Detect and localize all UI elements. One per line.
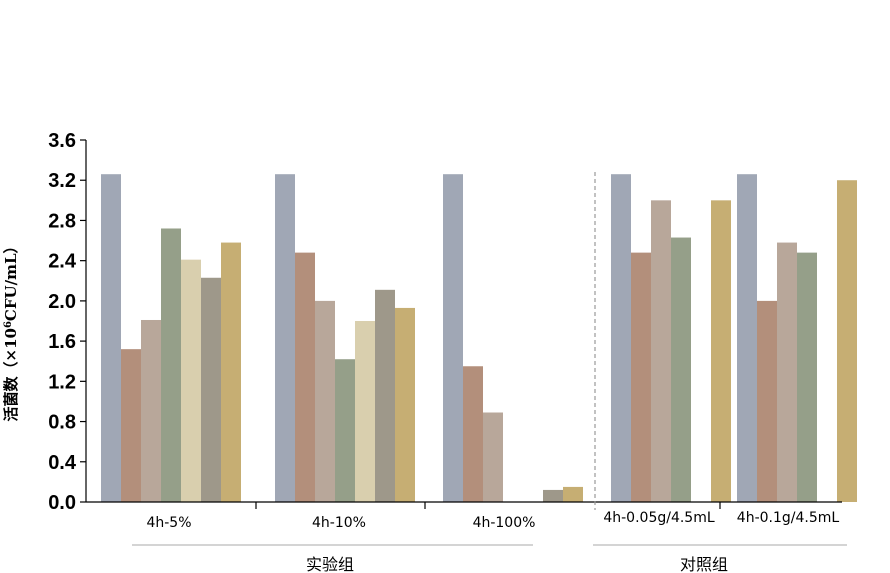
bar [121,349,141,502]
bar [711,200,731,503]
bar [777,242,797,503]
bar [797,252,817,502]
y-tick-label: 3.6 [48,130,76,152]
x-axis: 4h-5% 4h-10% 4h-100% 4h-0.05g/4.5mL 4h-0.1g/… [86,172,842,531]
bar [141,319,161,502]
bar [355,321,375,502]
bar [483,412,503,502]
y-axis-label: 活菌数（×106CFU/mL） [2,239,20,422]
y-tick-label: 1.6 [48,331,76,353]
bar [611,174,631,502]
x-category-label: 4h-5% [146,515,191,531]
bar [101,174,121,502]
bar [631,252,651,502]
bar [463,366,483,502]
bar [315,300,335,502]
bars [101,174,857,503]
y-tick-label: 2.4 [48,251,77,273]
bar [563,486,583,502]
y-tick-label: 1.2 [48,371,76,393]
bar [651,200,671,503]
bar [161,228,181,502]
bar [757,300,777,502]
group-label: 对照组 [680,555,728,573]
bar [275,174,295,502]
x-category-label: 4h-0.05g/4.5mL [603,510,715,526]
bar [335,359,355,502]
y-tick-label: 2.8 [48,210,76,232]
bar [201,277,221,502]
bar [181,259,201,502]
y-tick-label: 2.0 [48,291,76,313]
y-tick-label: 3.2 [48,170,76,192]
group-label: 实验组 [306,555,354,573]
bar [395,307,415,502]
bar [375,289,395,502]
bar [737,174,757,502]
x-category-label: 4h-10% [312,515,366,531]
category-groups: 实验组 对照组 [132,544,847,573]
bar [837,180,857,502]
y-tick-label: 0.8 [48,412,76,434]
x-category-label: 4h-100% [473,515,536,531]
bar [543,489,563,502]
bar [443,174,463,502]
x-category-label: 4h-0.1g/4.5mL [737,510,840,526]
bar [295,252,315,502]
y-tick-label: 0.0 [48,492,76,514]
bar [221,242,241,503]
y-tick-label: 0.4 [48,452,77,474]
y-axis: 0.0 0.4 0.8 1.2 1.6 2.0 2.4 2.8 3.2 3.6 [48,130,87,514]
bar [671,237,691,503]
